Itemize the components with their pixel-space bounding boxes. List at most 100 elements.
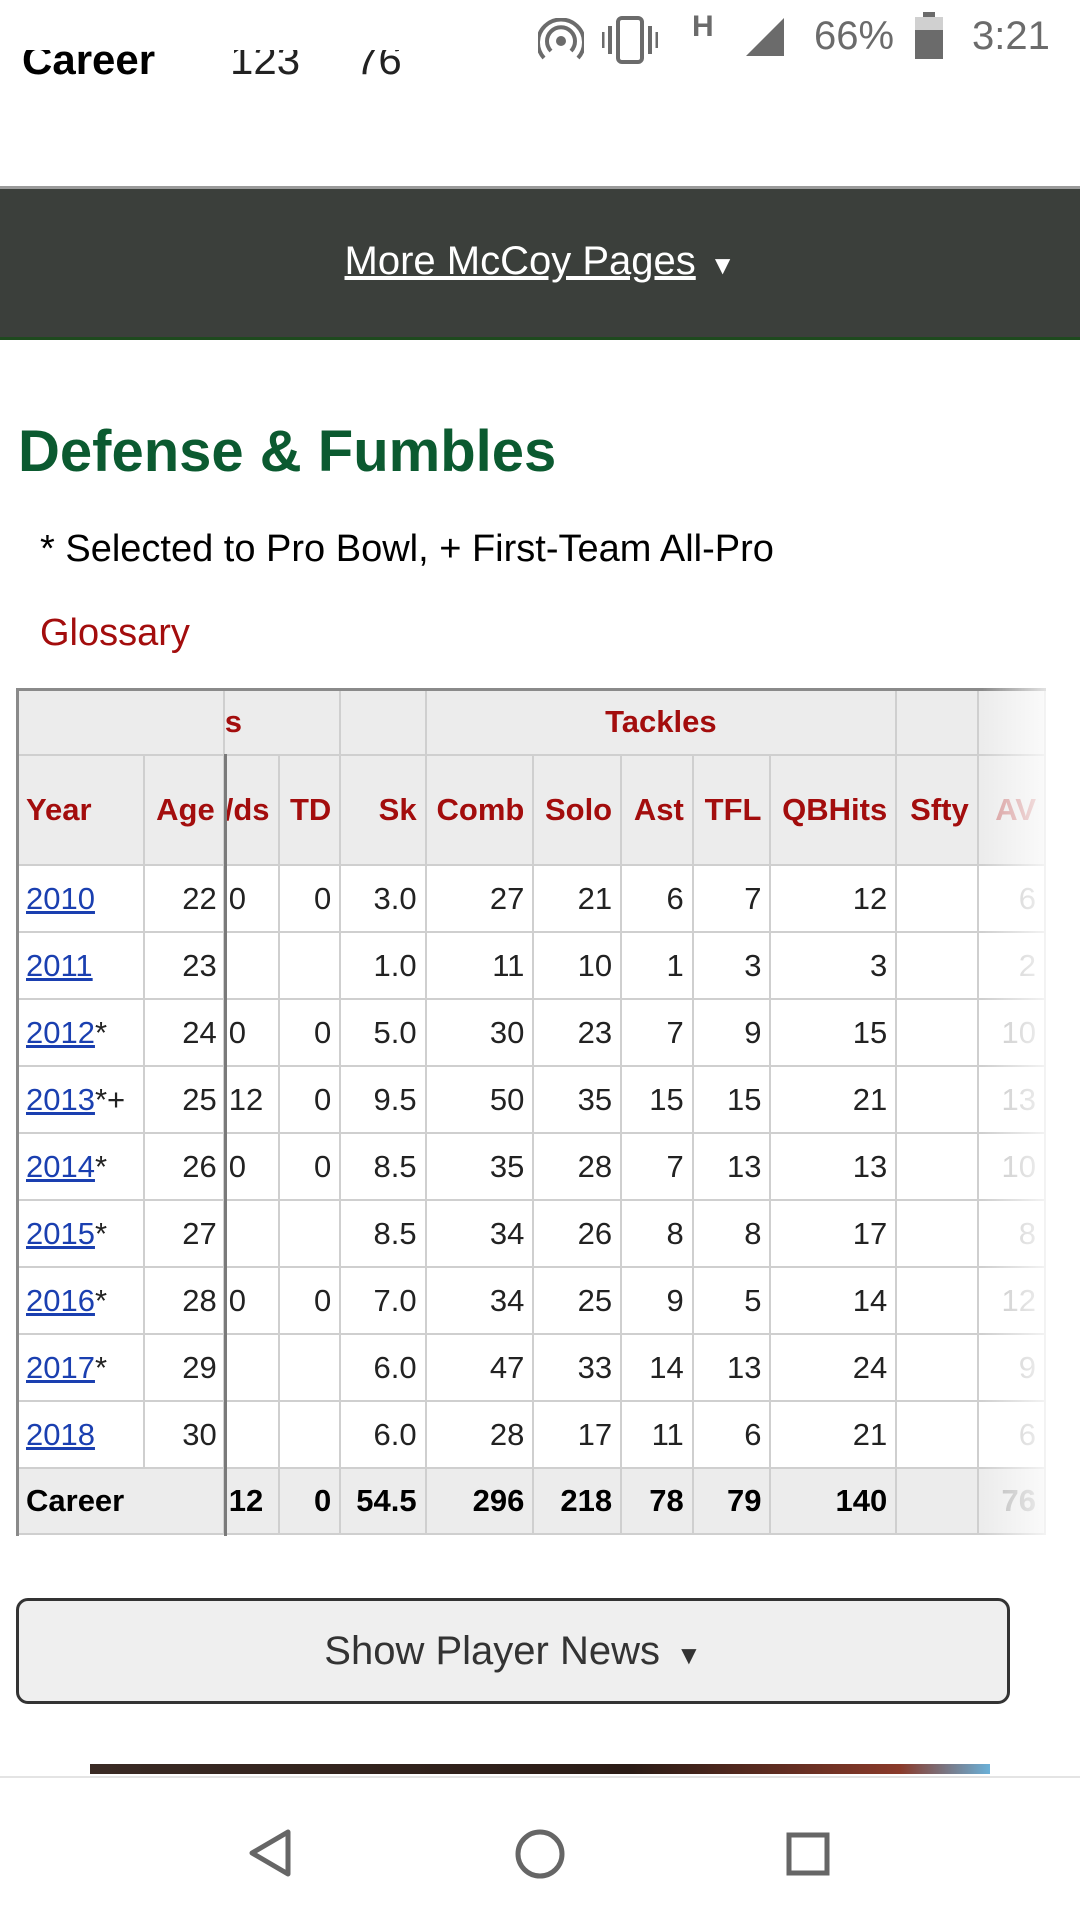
more-pages-bar: More McCoy Pages ▼ — [0, 186, 1080, 340]
stat-cell-sfty — [895, 1199, 979, 1268]
battery-percent: 66% — [814, 14, 895, 58]
stat-cell-yds: 0 — [222, 1132, 280, 1201]
previous-table-career-row: Career 123 76 — [0, 50, 600, 96]
column-header-ast[interactable]: Ast — [620, 754, 694, 866]
year-link[interactable]: 2012 — [26, 1014, 95, 1050]
column-header-td[interactable]: TD — [277, 754, 342, 866]
column-header-comb[interactable]: Comb — [424, 754, 535, 866]
table-row: 2018 30 6.0 28 17 11 6 21 6 — [16, 1400, 1046, 1469]
column-header-solo[interactable]: Solo — [532, 754, 623, 866]
stat-cell-ast: 14 — [620, 1333, 694, 1402]
stat-cell-tfl: 8 — [691, 1199, 772, 1268]
stat-cell-sk: 6.0 — [339, 1333, 427, 1402]
year-link[interactable]: 2015 — [26, 1215, 95, 1251]
stat-cell-qbhits: 14 — [769, 1266, 898, 1335]
more-pages-label[interactable]: More McCoy Pages — [344, 239, 696, 283]
back-icon[interactable] — [246, 1828, 296, 1878]
year-link[interactable]: 2017 — [26, 1349, 95, 1385]
column-header-age[interactable]: Age — [143, 754, 225, 866]
signal-icon — [746, 18, 784, 56]
stat-cell-solo: 23 — [532, 998, 623, 1067]
status-bar: H 66% 3:21 — [0, 0, 1080, 80]
stat-cell-age: 28 — [143, 1266, 225, 1335]
stat-cell-td: 0 — [277, 998, 342, 1067]
stat-cell-av: 13 — [976, 1065, 1046, 1134]
recent-apps-icon[interactable] — [784, 1830, 832, 1878]
year-cell: 2018 — [16, 1400, 146, 1469]
award-mark: * — [94, 1014, 108, 1050]
column-header-qbhits[interactable]: QBHits — [769, 754, 898, 866]
stat-cell-sfty — [895, 864, 979, 933]
show-player-news-label: Show Player News — [324, 1629, 660, 1673]
more-pages-link[interactable]: More McCoy Pages ▼ — [0, 239, 1080, 284]
career-cell-sfty — [895, 1467, 979, 1535]
stat-cell-yds — [222, 1199, 280, 1268]
stat-cell-qbhits: 3 — [769, 931, 898, 1000]
stat-cell-tfl: 13 — [691, 1333, 772, 1402]
stat-cell-solo: 35 — [532, 1065, 623, 1134]
battery-icon — [915, 12, 943, 59]
year-link[interactable]: 2016 — [26, 1282, 95, 1318]
stat-cell-comb: 35 — [424, 1132, 535, 1201]
stat-cell-age: 22 — [143, 864, 225, 933]
stat-cell-td: 0 — [277, 864, 342, 933]
column-header-tfl[interactable]: TFL — [691, 754, 772, 866]
year-link[interactable]: 2011 — [26, 947, 93, 983]
year-link[interactable]: 2010 — [26, 880, 95, 916]
stat-cell-ast: 7 — [620, 1132, 694, 1201]
stat-cell-td: 0 — [277, 1065, 342, 1134]
column-header-sk[interactable]: Sk — [339, 754, 427, 866]
home-icon[interactable] — [512, 1826, 568, 1882]
network-type: H — [692, 10, 714, 43]
stat-cell-td: 0 — [277, 1132, 342, 1201]
stat-cell-comb: 34 — [424, 1199, 535, 1268]
award-mark: * — [94, 1349, 108, 1385]
glossary-link[interactable]: Glossary — [40, 612, 190, 654]
year-link[interactable]: 2018 — [26, 1416, 95, 1452]
stat-cell-yds: 0 — [222, 1266, 280, 1335]
year-link[interactable]: 2014 — [26, 1148, 95, 1184]
stat-cell-yds — [222, 1333, 280, 1402]
table-row: 2017* 29 6.0 47 33 14 13 24 9 — [16, 1333, 1046, 1402]
stat-cell-yds: 12 — [222, 1065, 280, 1134]
award-mark: * — [94, 1282, 108, 1318]
dropdown-arrow-icon: ▼ — [675, 1640, 702, 1670]
career-cell-ast: 78 — [620, 1467, 694, 1535]
stat-cell-av: 10 — [976, 1132, 1046, 1201]
stat-cell-solo: 26 — [532, 1199, 623, 1268]
career-cell-yds: 12 — [222, 1467, 280, 1535]
stat-cell-qbhits: 15 — [769, 998, 898, 1067]
year-cell: 2016* — [16, 1266, 146, 1335]
stat-cell-sfty — [895, 1333, 979, 1402]
stat-cell-av: 10 — [976, 998, 1046, 1067]
year-link[interactable]: 2013 — [26, 1081, 95, 1117]
column-header-av[interactable]: AV — [976, 754, 1046, 866]
column-header-sfty[interactable]: Sfty — [895, 754, 979, 866]
stat-cell-age: 30 — [143, 1400, 225, 1469]
stat-cell-solo: 21 — [532, 864, 623, 933]
show-player-news-button[interactable]: Show Player News ▼ — [16, 1598, 1010, 1704]
stat-cell-td — [277, 931, 342, 1000]
stat-cell-sk: 5.0 — [339, 998, 427, 1067]
stat-cell-tfl: 15 — [691, 1065, 772, 1134]
defense-fumbles-table[interactable]: s Tackles Year Age/ds TD Sk Comb Solo Ast TFL QB… — [16, 688, 1046, 1536]
stat-cell-qbhits: 21 — [769, 1065, 898, 1134]
stat-cell-av: 9 — [976, 1333, 1046, 1402]
dropdown-arrow-icon: ▼ — [709, 250, 736, 280]
ad-banner[interactable] — [90, 1764, 990, 1774]
stat-cell-age: 24 — [143, 998, 225, 1067]
blank-group-header — [895, 688, 979, 756]
career-cell-av: 76 — [976, 1467, 1046, 1535]
column-header-yds[interactable]: /ds — [222, 754, 280, 866]
stat-cell-av: 8 — [976, 1199, 1046, 1268]
table-row: 2013*+ 25 12 0 9.5 50 35 15 15 21 13 — [16, 1065, 1046, 1134]
stat-cell-ast: 9 — [620, 1266, 694, 1335]
stat-cell-age: 27 — [143, 1199, 225, 1268]
stat-cell-ast: 11 — [620, 1400, 694, 1469]
stat-cell-age: 29 — [143, 1333, 225, 1402]
year-cell: 2013*+ — [16, 1065, 146, 1134]
stat-cell-sk: 8.5 — [339, 1199, 427, 1268]
column-header-year[interactable]: Year — [16, 754, 146, 866]
table-row: 2014* 26 0 0 8.5 35 28 7 13 13 10 — [16, 1132, 1046, 1201]
stat-cell-sfty — [895, 931, 979, 1000]
